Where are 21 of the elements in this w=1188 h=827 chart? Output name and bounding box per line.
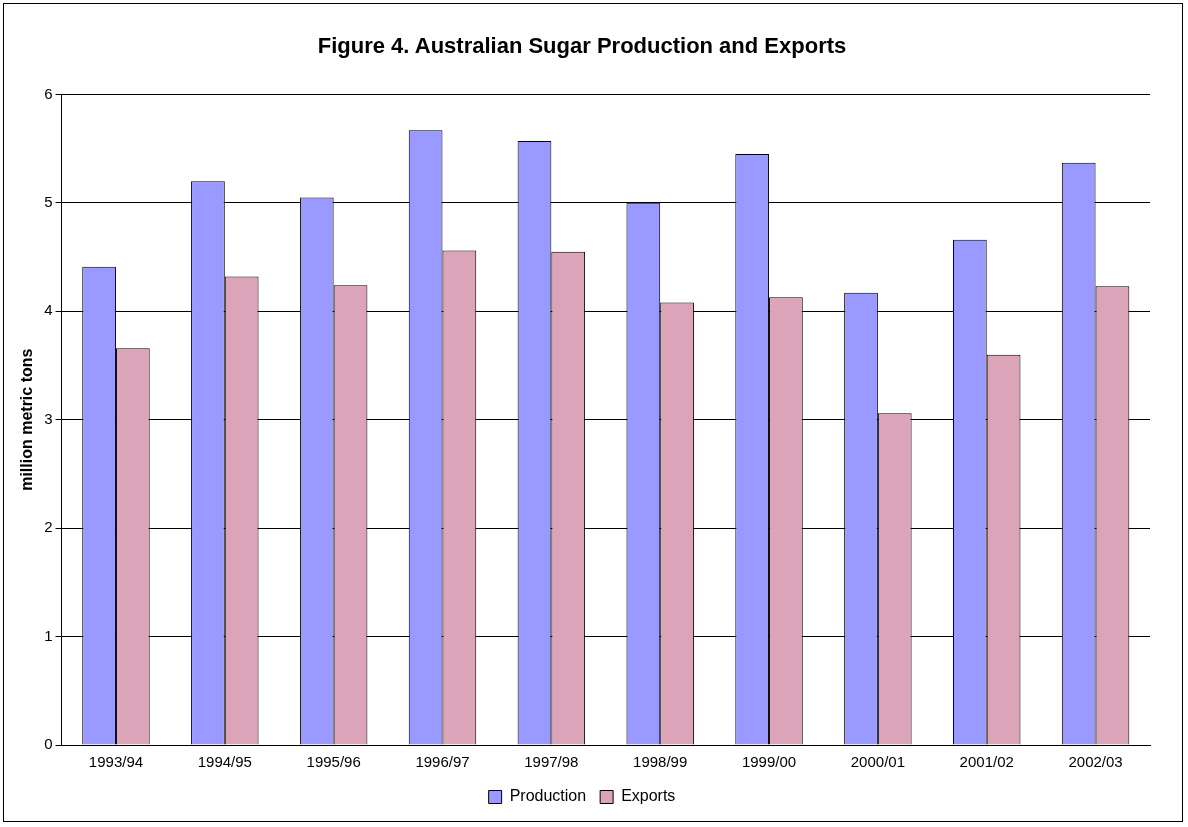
y-tick-label: 6 xyxy=(44,84,53,102)
x-tick-label: 1994/95 xyxy=(197,753,252,771)
x-tick-label: 1997/98 xyxy=(524,753,579,771)
y-tick-label: 4 xyxy=(44,301,53,319)
x-tick-label: 1995/96 xyxy=(306,753,361,771)
y-tick-label: 5 xyxy=(44,192,53,210)
x-tick-label: 1993/94 xyxy=(88,753,144,771)
y-tick-label: 1 xyxy=(44,626,53,644)
legend-label: Production xyxy=(509,787,587,805)
x-tick-label: 1996/97 xyxy=(415,753,470,771)
x-tick-label: 2002/03 xyxy=(1068,753,1123,771)
chart-title: Figure 4. Australian Sugar Production and Exports xyxy=(317,33,847,59)
x-tick-label: 2000/01 xyxy=(850,753,905,771)
x-tick-label: 2001/02 xyxy=(959,753,1014,771)
y-tick-label: 3 xyxy=(44,409,53,427)
y-tick-label: 0 xyxy=(44,735,53,753)
y-tick-label: 2 xyxy=(44,518,53,536)
legend-label: Exports xyxy=(621,787,676,805)
y-axis-title: million metric tons xyxy=(18,348,36,491)
x-tick-label: 1998/99 xyxy=(633,753,688,771)
x-tick-label: 1999/00 xyxy=(741,753,797,771)
